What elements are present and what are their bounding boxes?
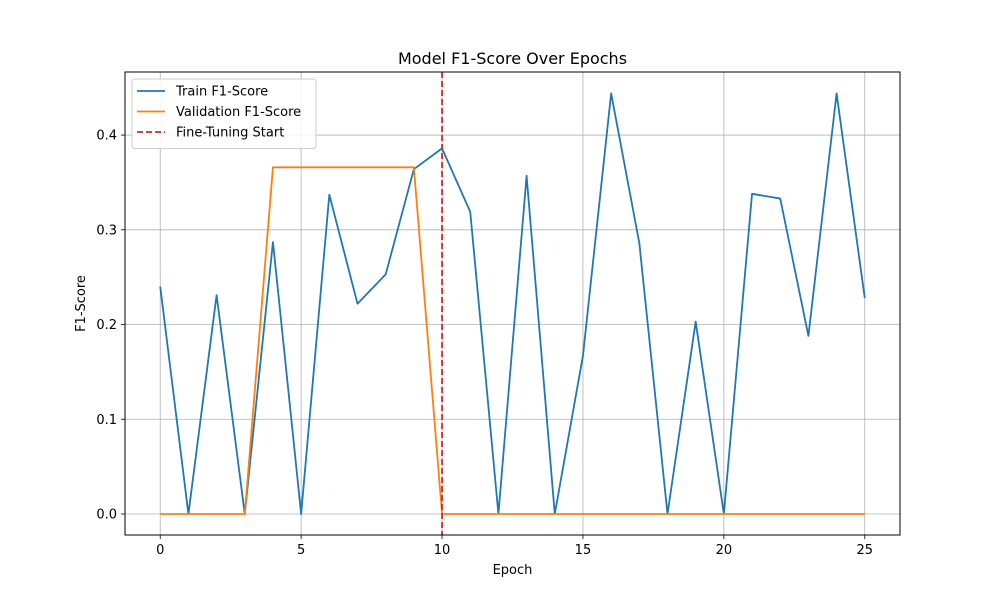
x-tick-label: 25: [856, 543, 873, 558]
series-line-train: [159, 92, 866, 515]
legend: Train F1-Score Validation F1-Score Fine-Tu…: [131, 78, 317, 149]
x-tick-label: 15: [575, 543, 592, 558]
y-axis-label: F1-Score: [74, 275, 89, 332]
y-tick-label: 0.3: [96, 223, 117, 238]
y-tick-label: 0.0: [96, 507, 117, 522]
x-tick-label: 20: [716, 543, 733, 558]
legend-label-validation: Validation F1-Score: [176, 105, 301, 120]
series-layer: [159, 92, 866, 515]
legend-label-fine-tuning-start: Fine-Tuning Start: [176, 126, 284, 141]
legend-label-train: Train F1-Score: [175, 85, 268, 100]
x-tick-label: 0: [156, 543, 164, 558]
y-tick-label: 0.4: [96, 129, 117, 144]
x-tick-label: 5: [297, 543, 305, 558]
tick-layer: 0 5 10 15 20 25 0.0 0.1 0.2 0.3 0.4: [96, 129, 873, 558]
plot-frame: [124, 71, 901, 536]
y-tick-label: 0.2: [96, 318, 117, 333]
series-line-validation: [160, 166, 865, 515]
chart-title: Model F1-Score Over Epochs: [398, 49, 627, 68]
x-axis-label: Epoch: [493, 563, 533, 578]
x-tick-label: 10: [434, 543, 451, 558]
y-tick-label: 0.1: [96, 413, 117, 428]
legend-box: [131, 78, 317, 149]
